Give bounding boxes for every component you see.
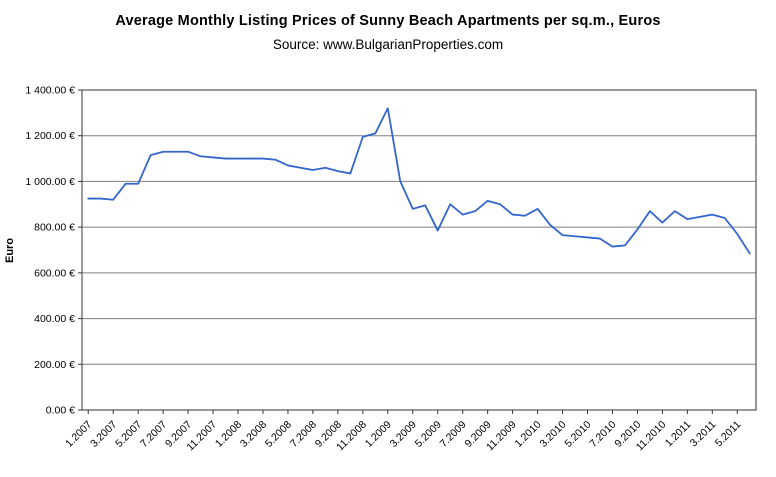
y-tick-label: 1 200.00 € [25, 130, 75, 142]
y-tick-label: 800.00 € [34, 222, 75, 234]
y-tick-label: 200.00 € [34, 359, 75, 371]
plot-border [81, 89, 757, 411]
x-tick-label: 3.2007 [88, 419, 119, 450]
x-tick-label: 5.2011 [713, 419, 744, 450]
x-tick-label: 1.2007 [63, 419, 94, 450]
x-tick-label: 3.2008 [238, 419, 269, 450]
x-tick-label: 7.2007 [138, 419, 169, 450]
y-tick-label: 1 400.00 € [25, 85, 75, 97]
x-tick-label: 5.2008 [263, 419, 294, 450]
gridlines [78, 89, 756, 411]
x-tick-label: 1.2009 [363, 419, 394, 450]
chart-subtitle: Source: www.BulgarianProperties.com [272, 37, 504, 52]
x-tick-label: 5.2009 [413, 419, 444, 450]
y-tick-label: 400.00 € [34, 313, 75, 325]
x-tick-label: 5.2010 [562, 419, 593, 450]
x-tick-label: 7.2009 [438, 419, 469, 450]
x-tick-label: 1.2008 [213, 419, 244, 450]
y-axis-labels: 0.00 € 200.00 € 400.00 € 600.00 € 800.00 € 1 … [25, 85, 75, 417]
y-tick-label: 1 000.00 € [25, 176, 75, 188]
x-tick-label: 1.2011 [663, 419, 694, 450]
x-tick-label: 5.2007 [113, 419, 144, 450]
x-axis-labels: 1.20073.20075.20077.20079.200711.20071.2… [63, 410, 744, 453]
x-tick-label: 7.2008 [288, 419, 319, 450]
price-line [87, 107, 751, 255]
chart-title: Average Monthly Listing Prices of Sunny … [115, 13, 661, 29]
y-tick-label: 0.00 € [46, 405, 75, 417]
y-tick-label: 600.00 € [34, 267, 75, 279]
x-tick-label: 3.2010 [537, 419, 568, 450]
x-tick-label: 3.2011 [688, 419, 719, 450]
x-tick-label: 7.2010 [587, 419, 618, 450]
x-tick-label: 3.2009 [388, 419, 419, 450]
x-tick-label: 1.2010 [512, 419, 543, 450]
